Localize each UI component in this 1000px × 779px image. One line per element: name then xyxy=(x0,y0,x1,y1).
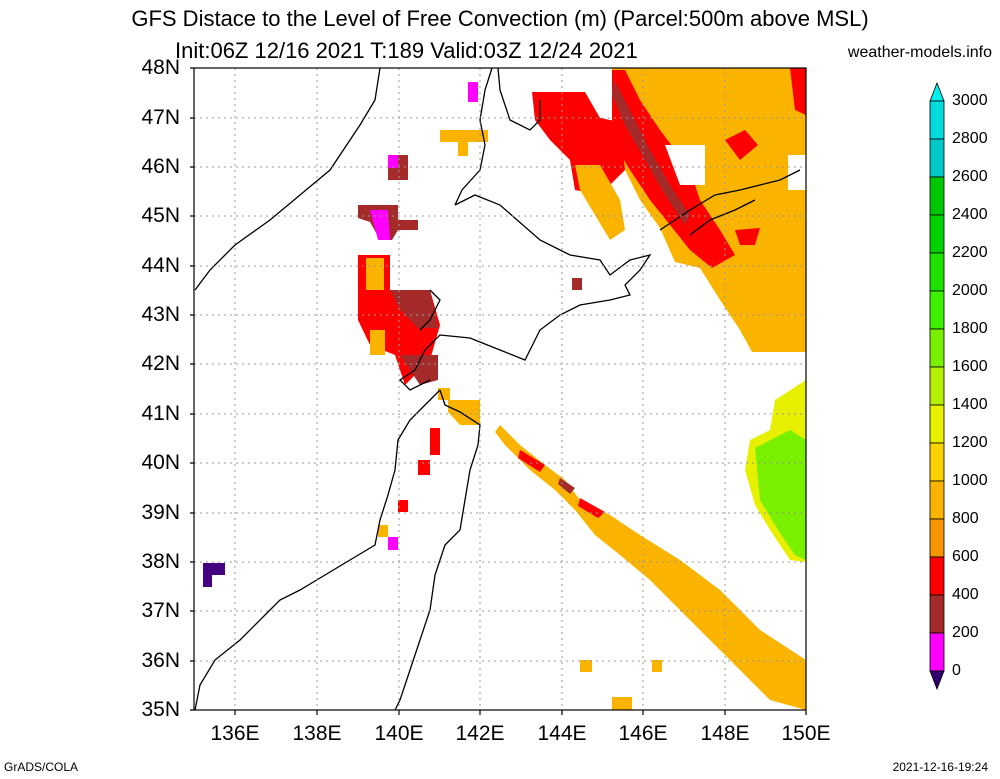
lat-label: 41N xyxy=(141,402,180,425)
footer-timestamp: 2021-12-16-19:24 xyxy=(892,760,988,774)
colorbar-label: 3000 xyxy=(952,92,988,109)
colorbar-swatch xyxy=(929,176,945,216)
lon-label: 148E xyxy=(700,722,750,745)
colorbar-label: 2800 xyxy=(952,130,988,147)
coastlines xyxy=(194,67,801,711)
colorbar-swatch xyxy=(929,480,945,520)
lat-label: 46N xyxy=(141,155,180,178)
chart-title-line1: GFS Distace to the Level of Free Convect… xyxy=(131,6,869,31)
chart-title-line2: Init:06Z 12/16 2021 T:189 Valid:03Z 12/2… xyxy=(175,38,638,63)
lon-label: 146E xyxy=(618,722,668,745)
lon-label: 150E xyxy=(781,722,831,745)
colorbar-label: 2200 xyxy=(952,244,988,261)
colorbar-swatch xyxy=(929,138,945,178)
colorbar-swatch xyxy=(929,100,945,140)
lat-label: 45N xyxy=(141,204,180,227)
colorbar-swatch xyxy=(929,518,945,558)
colorbar-label: 1600 xyxy=(952,358,988,375)
lat-label: 36N xyxy=(141,649,180,672)
colorbar-label: 2600 xyxy=(952,168,988,185)
lat-label: 40N xyxy=(141,451,180,474)
colorbar-swatch xyxy=(929,404,945,444)
lat-label: 37N xyxy=(141,599,180,622)
colorbar-label: 2000 xyxy=(952,282,988,299)
lat-label: 44N xyxy=(141,254,180,277)
footer-software: GrADS/COLA xyxy=(4,760,79,774)
colorbar-swatch xyxy=(929,366,945,406)
colorbar-arrow-bottom xyxy=(929,670,945,691)
colorbar-label: 1000 xyxy=(952,472,988,489)
lon-label: 142E xyxy=(455,722,505,745)
grid xyxy=(194,68,806,710)
lon-label: 144E xyxy=(537,722,587,745)
colorbar-arrow-top xyxy=(929,81,945,102)
lat-label: 35N xyxy=(141,698,180,721)
colorbar-swatch xyxy=(929,594,945,634)
lon-label: 140E xyxy=(374,722,424,745)
map-frame xyxy=(190,67,807,715)
colorbar-swatch xyxy=(929,632,945,672)
colorbar-label: 1400 xyxy=(952,396,988,413)
colorbar-swatch xyxy=(929,290,945,330)
colorbar-swatch xyxy=(929,214,945,254)
colorbar-swatch xyxy=(929,328,945,368)
lon-label: 138E xyxy=(292,722,342,745)
colorbar xyxy=(929,81,945,691)
lat-label: 42N xyxy=(141,352,180,375)
colorbar-swatch xyxy=(929,442,945,482)
colorbar-label: 0 xyxy=(952,662,961,679)
site-credit: weather-models.info xyxy=(847,44,992,61)
lat-label: 48N xyxy=(141,56,180,79)
colorbar-label: 600 xyxy=(952,548,979,565)
lat-label: 47N xyxy=(141,106,180,129)
field-shading xyxy=(203,68,806,710)
colorbar-label: 800 xyxy=(952,510,979,527)
lat-label: 43N xyxy=(141,303,180,326)
lon-label: 136E xyxy=(210,722,260,745)
lat-label: 38N xyxy=(141,550,180,573)
colorbar-swatch xyxy=(929,556,945,596)
colorbar-label: 2400 xyxy=(952,206,988,223)
colorbar-swatch xyxy=(929,252,945,292)
colorbar-label: 1800 xyxy=(952,320,988,337)
colorbar-label: 200 xyxy=(952,624,979,641)
lat-label: 39N xyxy=(141,501,180,524)
colorbar-label: 400 xyxy=(952,586,979,603)
colorbar-label: 1200 xyxy=(952,434,988,451)
